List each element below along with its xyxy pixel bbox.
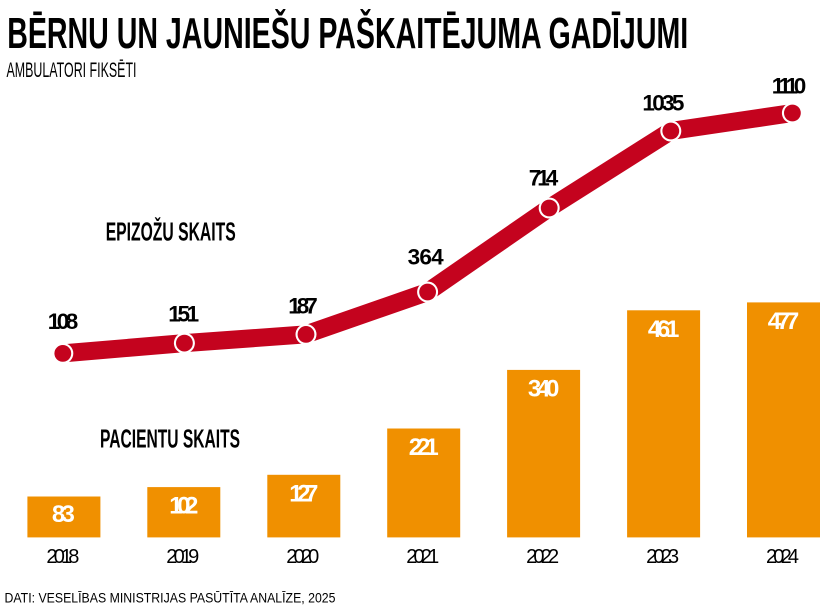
svg-text:2022: 2022	[526, 546, 559, 568]
svg-text:477: 477	[768, 308, 800, 335]
svg-text:187: 187	[288, 293, 318, 318]
svg-text:EPIZOŽU SKAITS: EPIZOŽU SKAITS	[106, 216, 236, 246]
svg-text:DATI: VESELĪBAS MINISTRIJAS PA: DATI: VESELĪBAS MINISTRIJAS PASŪTĪTA ANA…	[5, 591, 336, 606]
svg-text:461: 461	[648, 316, 680, 343]
svg-text:2020: 2020	[286, 546, 319, 568]
svg-text:340: 340	[528, 375, 560, 402]
svg-text:83: 83	[52, 501, 75, 528]
svg-text:714: 714	[529, 165, 559, 190]
svg-text:2019: 2019	[166, 546, 199, 568]
svg-text:2018: 2018	[46, 546, 79, 568]
svg-text:127: 127	[289, 480, 318, 507]
svg-text:BĒRNU UN JAUNIEŠU PAŠKAITĒJUMA: BĒRNU UN JAUNIEŠU PAŠKAITĒJUMA GADĪJUMI	[7, 7, 688, 58]
svg-text:2024: 2024	[766, 546, 799, 568]
svg-text:108: 108	[48, 309, 79, 334]
svg-text:364: 364	[408, 244, 444, 269]
svg-text:151: 151	[168, 302, 199, 327]
svg-text:102: 102	[169, 493, 198, 520]
svg-text:1110: 1110	[772, 74, 807, 99]
svg-text:1035: 1035	[642, 91, 684, 116]
svg-text:221: 221	[409, 434, 439, 461]
svg-text:2021: 2021	[406, 546, 439, 568]
svg-text:AMBULATORI FIKSĒTI: AMBULATORI FIKSĒTI	[7, 58, 137, 82]
svg-text:2023: 2023	[646, 546, 679, 568]
svg-text:PACIENTU SKAITS: PACIENTU SKAITS	[100, 426, 240, 454]
